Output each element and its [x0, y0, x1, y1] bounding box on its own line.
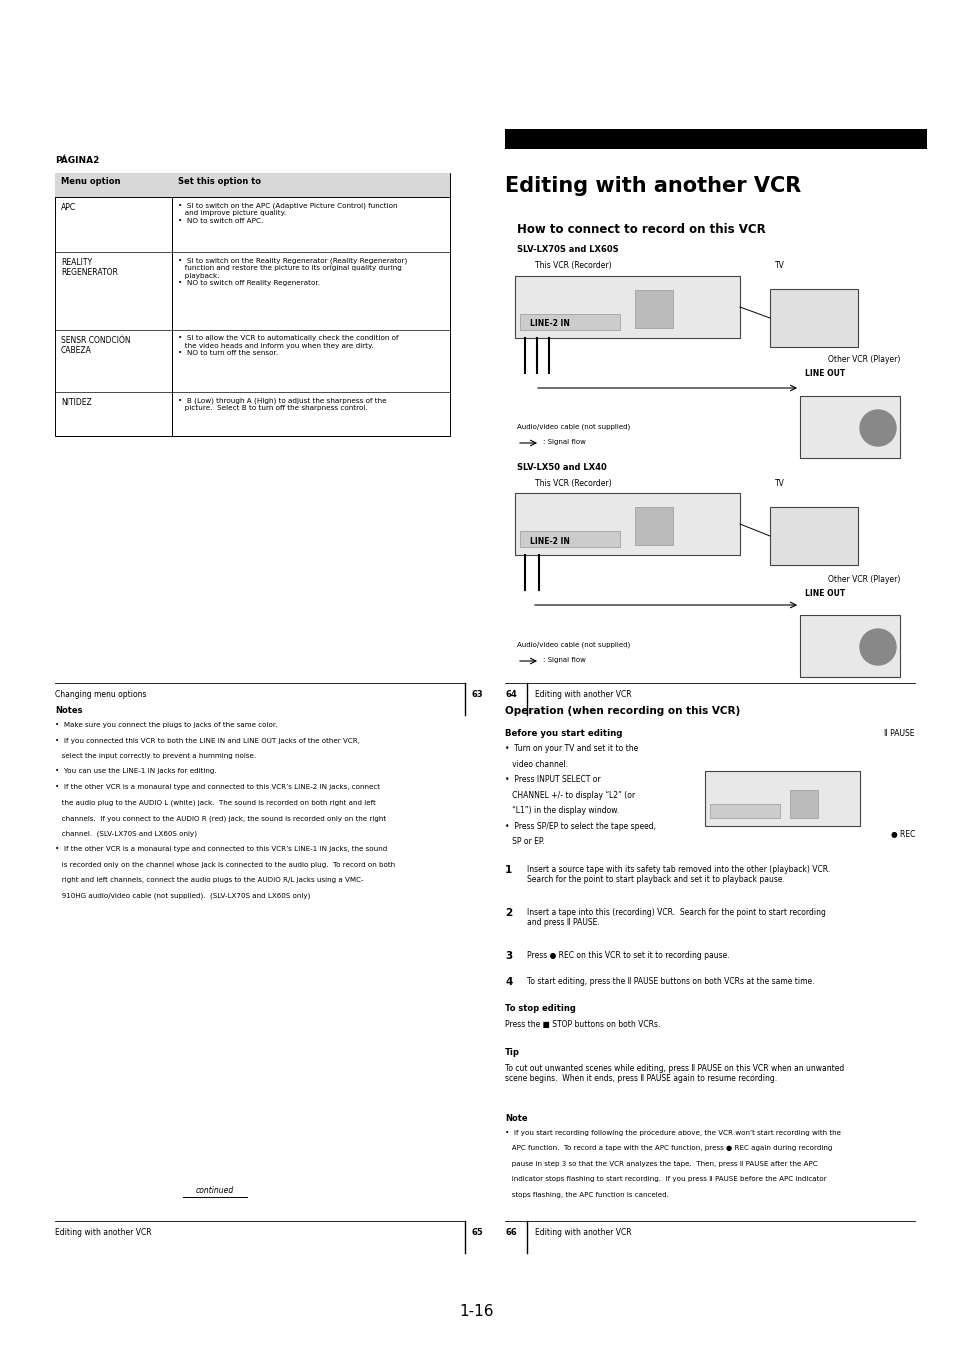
Text: 1: 1 [504, 865, 512, 874]
Text: •  Press INPUT SELECT or: • Press INPUT SELECT or [504, 775, 600, 784]
Text: 65: 65 [472, 1228, 483, 1238]
Text: Set this option to: Set this option to [178, 177, 261, 186]
Text: Insert a source tape with its safety tab removed into the other (playback) VCR.
: Insert a source tape with its safety tab… [526, 865, 829, 884]
Text: How to connect to record on this VCR: How to connect to record on this VCR [517, 223, 765, 236]
Text: 63: 63 [472, 690, 483, 698]
Text: Insert a tape into this (recording) VCR.  Search for the point to start recordin: Insert a tape into this (recording) VCR.… [526, 908, 825, 927]
Text: LINE OUT: LINE OUT [804, 369, 844, 378]
Text: Changing menu options: Changing menu options [55, 690, 147, 698]
Text: 910HG audio/video cable (not supplied).  (SLV-LX70S and LX60S only): 910HG audio/video cable (not supplied). … [55, 893, 310, 898]
Text: is recorded only on the channel whose jack is connected to the audio plug.  To r: is recorded only on the channel whose ja… [55, 862, 395, 867]
Text: pause in step 3 so that the VCR analyzes the tape.  Then, press Ⅱ PAUSE after th: pause in step 3 so that the VCR analyzes… [504, 1161, 817, 1166]
Bar [55, 173, 450, 197]
Text: SLV-LX70S and LX60S: SLV-LX70S and LX60S [517, 245, 618, 254]
Text: •  You can use the LINE-1 IN jacks for editing.: • You can use the LINE-1 IN jacks for ed… [55, 769, 216, 774]
Bar [800, 615, 899, 677]
Text: •  Press SP/EP to select the tape speed,: • Press SP/EP to select the tape speed, [504, 821, 656, 831]
Text: 1-16: 1-16 [459, 1304, 494, 1319]
Text: This VCR (Recorder): This VCR (Recorder) [535, 480, 611, 488]
Bar [515, 493, 740, 555]
Text: LINE-2 IN: LINE-2 IN [530, 319, 569, 328]
Text: •  If you start recording following the procedure above, the VCR won’t start rec: • If you start recording following the p… [504, 1129, 841, 1135]
Bar [769, 289, 857, 347]
Text: PÁGINA2: PÁGINA2 [55, 155, 99, 165]
Bar [519, 313, 619, 330]
Text: To start editing, press the Ⅱ PAUSE buttons on both VCRs at the same time.: To start editing, press the Ⅱ PAUSE butt… [526, 977, 814, 986]
Text: CHANNEL +/- to display “L2” (or: CHANNEL +/- to display “L2” (or [504, 790, 635, 800]
Text: 64: 64 [504, 690, 517, 698]
Bar [789, 790, 817, 817]
Text: : Signal flow: : Signal flow [542, 657, 585, 663]
Text: Other VCR (Player): Other VCR (Player) [827, 576, 899, 584]
Text: 4: 4 [504, 977, 512, 988]
Text: Other VCR (Player): Other VCR (Player) [827, 355, 899, 363]
Text: This VCR (Recorder): This VCR (Recorder) [535, 261, 611, 270]
Text: Press the ■ STOP buttons on both VCRs.: Press the ■ STOP buttons on both VCRs. [504, 1020, 659, 1028]
Text: •  If the other VCR is a monaural type and connected to this VCR’s LINE-1 IN jac: • If the other VCR is a monaural type an… [55, 846, 387, 852]
Text: •  If you connected this VCR to both the LINE IN and LINE OUT jacks of the other: • If you connected this VCR to both the … [55, 738, 359, 743]
Text: LINE OUT: LINE OUT [804, 589, 844, 598]
Circle shape [859, 630, 895, 665]
Text: SP or EP.: SP or EP. [504, 838, 544, 846]
Text: To stop editing: To stop editing [504, 1004, 576, 1012]
Text: indicator stops flashing to start recording.  If you press Ⅱ PAUSE before the AP: indicator stops flashing to start record… [504, 1175, 826, 1182]
Text: •  If the other VCR is a monaural type and connected to this VCR’s LINE-2 IN jac: • If the other VCR is a monaural type an… [55, 784, 379, 790]
Text: SENSR CONDCIÓN
CABEZA: SENSR CONDCIÓN CABEZA [61, 336, 131, 355]
Text: LINE-2 IN: LINE-2 IN [530, 536, 569, 546]
Text: right and left channels, connect the audio plugs to the AUDIO R/L jacks using a : right and left channels, connect the aud… [55, 877, 363, 884]
Text: •  SI to switch on the Reality Regenerator (Reality Regenerator)
   function and: • SI to switch on the Reality Regenerato… [178, 257, 407, 286]
Bar [519, 531, 619, 547]
Text: •  SI to allow the VCR to automatically check the condition of
   the video head: • SI to allow the VCR to automatically c… [178, 335, 398, 357]
Text: To cut out unwanted scenes while editing, press Ⅱ PAUSE on this VCR when an unwa: To cut out unwanted scenes while editing… [504, 1063, 843, 1084]
Text: TV: TV [774, 261, 784, 270]
Bar [504, 128, 926, 149]
Text: Notes: Notes [55, 707, 82, 715]
Text: Audio/video cable (not supplied): Audio/video cable (not supplied) [517, 423, 630, 430]
Bar [769, 507, 857, 565]
Text: Menu option: Menu option [61, 177, 120, 186]
Text: 66: 66 [504, 1228, 517, 1238]
Text: Tip: Tip [504, 1047, 519, 1056]
Bar [704, 771, 859, 825]
Text: “L1”) in the display window.: “L1”) in the display window. [504, 807, 618, 815]
Bar [709, 804, 780, 817]
Text: 3: 3 [504, 951, 512, 961]
Text: •  Make sure you connect the plugs to jacks of the same color.: • Make sure you connect the plugs to jac… [55, 721, 277, 728]
Text: Note: Note [504, 1113, 527, 1123]
Text: continued: continued [195, 1186, 233, 1196]
Text: Audio/video cable (not supplied): Audio/video cable (not supplied) [517, 640, 630, 647]
Text: Press ● REC on this VCR to set it to recording pause.: Press ● REC on this VCR to set it to rec… [526, 951, 729, 959]
Bar [515, 276, 740, 338]
Text: TV: TV [774, 480, 784, 488]
Bar [55, 173, 450, 436]
Text: Editing with another VCR: Editing with another VCR [535, 1228, 631, 1238]
Text: •  Turn on your TV and set it to the: • Turn on your TV and set it to the [504, 744, 638, 753]
Text: Editing with another VCR: Editing with another VCR [504, 176, 801, 196]
Text: the audio plug to the AUDIO L (white) jack.  The sound is recorded on both right: the audio plug to the AUDIO L (white) ja… [55, 800, 375, 807]
Text: 2: 2 [504, 908, 512, 917]
Text: channel.  (SLV-LX70S and LX60S only): channel. (SLV-LX70S and LX60S only) [55, 831, 196, 838]
Circle shape [859, 409, 895, 446]
Bar [800, 396, 899, 458]
Text: APC function.  To record a tape with the APC function, press ● REC again during : APC function. To record a tape with the … [504, 1146, 832, 1151]
Text: Editing with another VCR: Editing with another VCR [55, 1228, 152, 1238]
Text: : Signal flow: : Signal flow [542, 439, 585, 444]
Text: select the input correctly to prevent a humming noise.: select the input correctly to prevent a … [55, 753, 255, 759]
Text: Operation (when recording on this VCR): Operation (when recording on this VCR) [504, 707, 740, 716]
Text: SLV-LX50 and LX40: SLV-LX50 and LX40 [517, 463, 606, 471]
Text: Ⅱ PAUSE: Ⅱ PAUSE [883, 730, 914, 738]
Text: stops flashing, the APC function is canceled.: stops flashing, the APC function is canc… [504, 1192, 668, 1197]
Text: •  B (Low) through A (High) to adjust the sharpness of the
   picture.  Select B: • B (Low) through A (High) to adjust the… [178, 397, 386, 411]
Text: Before you start editing: Before you start editing [504, 730, 621, 738]
Bar [635, 290, 672, 328]
Text: REALITY
REGENERATOR: REALITY REGENERATOR [61, 258, 118, 277]
Text: ● REC: ● REC [890, 830, 914, 839]
Text: •  SI to switch on the APC (Adaptive Picture Control) function
   and improve pi: • SI to switch on the APC (Adaptive Pict… [178, 203, 397, 223]
Bar [635, 507, 672, 544]
Text: NITIDEZ: NITIDEZ [61, 399, 91, 407]
Text: APC: APC [61, 203, 76, 212]
Text: channels.  If you connect to the AUDIO R (red) jack, the sound is recorded only : channels. If you connect to the AUDIO R … [55, 815, 386, 821]
Text: Editing with another VCR: Editing with another VCR [535, 690, 631, 698]
Text: video channel.: video channel. [504, 759, 568, 769]
